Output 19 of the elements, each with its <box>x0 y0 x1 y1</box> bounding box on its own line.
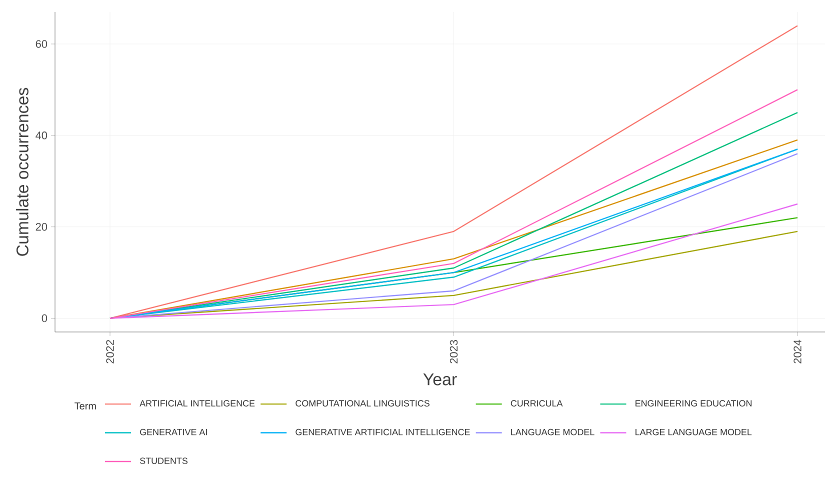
y-tick-label: 0 <box>42 314 48 322</box>
y-tick-label: 20 <box>36 222 48 231</box>
legend-label: LARGE LANGUAGE MODEL <box>636 428 752 436</box>
legend-label: GENERATIVE ARTIFICIAL INTELLIGENCE <box>296 428 470 436</box>
x-tick-label: 2024 <box>794 340 802 364</box>
legend-label: STUDENTS <box>140 458 188 464</box>
legend-label: ARTIFICIAL INTELLIGENCE <box>140 400 255 407</box>
x-axis-title: Year <box>423 374 457 386</box>
y-tick-label: 60 <box>36 40 48 48</box>
legend-label: ENGINEERING EDUCATION <box>636 400 752 407</box>
y-axis-title: Cumulate occurrences <box>16 88 28 256</box>
legend-label: COMPUTATIONAL LINGUISTICS <box>296 400 430 407</box>
legend-label: CURRICULA <box>510 400 563 407</box>
x-tick-label: 2023 <box>450 340 458 364</box>
legend-label: LANGUAGE MODEL <box>511 428 594 436</box>
legend-label: GENERATIVE AI <box>140 428 207 436</box>
x-tick-label: 2022 <box>106 340 114 364</box>
y-tick-label: 40 <box>36 132 48 140</box>
legend-title: Term <box>74 402 96 410</box>
